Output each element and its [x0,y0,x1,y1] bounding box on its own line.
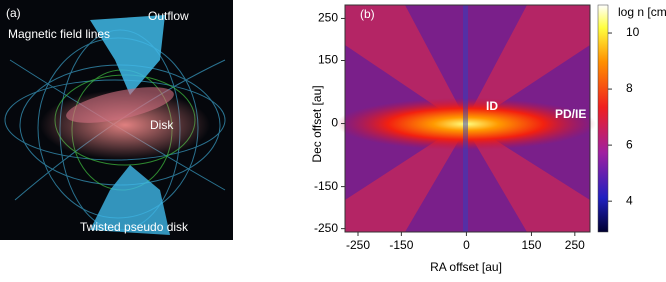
y-tick-label: 0 [331,116,338,130]
annotation: Twisted pseudo disk [80,220,189,234]
colorbar-label: log n [cm⁻³] [618,5,666,19]
plot-frame [344,4,591,233]
annotation: Magnetic field lines [8,27,110,41]
annotation: Outflow [148,9,189,23]
x-tick-label: 150 [521,238,541,252]
colorbar-tick-label: 4 [626,193,633,207]
panel-label: (b) [360,7,375,21]
panel-label: (a) [6,6,21,20]
x-axis-label: RA offset [au] [430,260,502,274]
density-column [463,5,468,232]
x-tick-label: 250 [565,238,585,252]
x-tick-label: -250 [346,238,370,252]
colorbar-tick-label: 10 [626,25,640,39]
annotation: PD/IE [555,107,586,121]
colorbar-tick-label: 8 [626,81,633,95]
y-tick-label: -150 [314,179,338,193]
y-tick-label: -250 [314,221,338,235]
y-tick-label: 250 [318,11,338,25]
panel-b: (b) ID PD/IE RA offset [au] Dec offset [… [310,4,666,274]
outflow-lower [90,165,170,235]
outflow [90,15,165,95]
y-tick-label: 150 [318,53,338,67]
colorbar [597,4,609,233]
colorbar-tick-label: 6 [626,137,633,151]
annotation: Disk [150,118,174,132]
x-tick-label: 0 [463,238,470,252]
annotation: ID [486,99,498,113]
y-axis-label: Dec offset [au] [310,85,324,162]
x-tick-label: -150 [389,238,413,252]
pseudo-disk [66,87,174,123]
panel-a: (a) Outflow Magnetic field lines Disk Tw… [0,0,233,240]
